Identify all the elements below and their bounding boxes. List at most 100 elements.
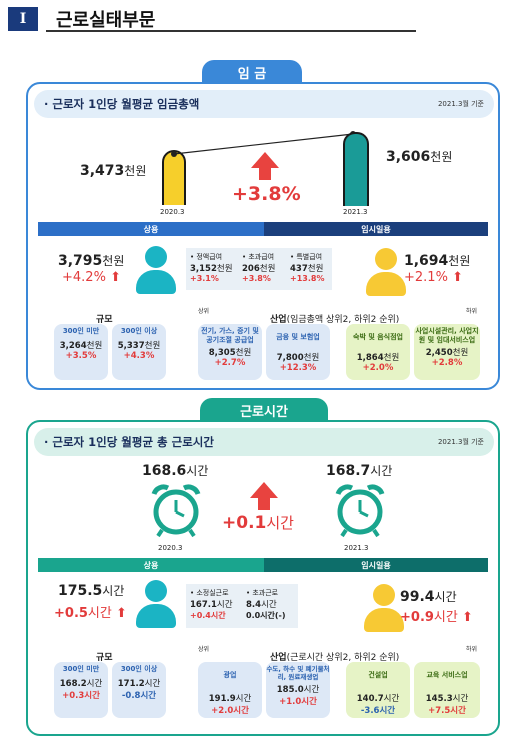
hours-up-arrow-icon — [250, 482, 278, 510]
wage-regular-bar-label: 상용 — [143, 224, 159, 234]
wage-industry-unit: 천원 — [383, 353, 400, 363]
hours-size-unit: 시간 — [144, 679, 161, 689]
wage-size-card: 300인 이상 5,337천원 +4.3% — [112, 324, 166, 380]
section-underline — [46, 30, 416, 32]
hours-breakdown-name: • 초과근로 — [246, 589, 279, 597]
wage-industry-title-text: 산업 — [270, 315, 287, 325]
hours-change-number: +0.1 — [222, 513, 267, 533]
wage-breakdown-change: +3.8% — [242, 274, 271, 283]
hours-panel-header: · 근로자 1인당 월평균 총 근로시간 2021.3월 기준 — [34, 428, 494, 456]
wage-regular-bar: 상용 — [38, 222, 264, 236]
hours-headline-text: 근로자 1인당 월평균 총 근로시간 — [52, 435, 214, 449]
wage-temp-bar: 임시일용 — [264, 222, 488, 236]
wage-industry-unit: 천원 — [303, 353, 320, 363]
wage-breakdown-unit: 천원 — [259, 264, 276, 274]
wage-breakdown-value: 3,152 — [190, 264, 217, 274]
wage-industry-change: +2.0% — [362, 363, 394, 373]
hours-curr-label: 2021.3 — [344, 544, 369, 552]
hours-curr-value: 168.7시간 — [326, 462, 392, 479]
hours-breakdown-item: • 초과근로 8.4시간 0.0시간(-) — [246, 588, 300, 621]
hours-size-value: 168.2 — [59, 679, 87, 689]
hours-size-title: 규모 — [96, 653, 113, 663]
hours-tab-label: 근로시간 — [240, 404, 288, 420]
wage-size-unit: 천원 — [86, 341, 103, 351]
wage-breakdown-unit: 천원 — [307, 264, 324, 274]
wage-curr-value: 3,606천원 — [386, 148, 452, 165]
hours-size-change: +0.3시간 — [62, 691, 100, 701]
wage-2021-cylinder — [343, 132, 369, 206]
wage-curr-number: 3,606 — [386, 149, 431, 165]
person-icon — [136, 246, 176, 294]
hours-industry-unit: 시간 — [303, 685, 320, 695]
wage-industry-title: 산업(임금총액 상위2, 하위2 순위) — [270, 312, 399, 325]
wage-curr-unit: 천원 — [430, 150, 453, 164]
wage-temp-value: 1,694천원 — [404, 252, 470, 269]
wage-temp-change: +2.1% ⬆ — [404, 270, 463, 285]
wage-industry-card: 전기, 가스, 증기 및 공기조절 공급업 8,305천원 +2.7% — [198, 324, 262, 380]
wage-regular-value: 3,795천원 — [58, 252, 124, 269]
hours-regular-number: 175.5 — [58, 583, 103, 599]
wage-industry-change: +12.3% — [279, 363, 317, 373]
hours-industry-value: 145.3 — [425, 694, 453, 704]
hours-tab: 근로시간 — [200, 398, 328, 422]
wage-industry-change: +2.8% — [431, 358, 463, 368]
hours-regular-change: +0.5시간 ⬆ — [54, 602, 127, 621]
person-icon — [136, 580, 176, 628]
hours-industry-value: 140.7 — [356, 694, 384, 704]
hours-industry-sub: (근로시간 상위2, 하위2 순위) — [286, 653, 400, 663]
hours-industry-name: 교육 서비스업 — [426, 671, 468, 679]
hours-regular-value: 175.5시간 — [58, 582, 124, 599]
wage-breakdown-name: • 정액급여 — [190, 253, 223, 261]
wage-prev-label: 2020.3 — [160, 208, 185, 216]
section-number-badge: I — [8, 7, 38, 31]
hours-prev-number: 168.6 — [142, 463, 187, 479]
wage-regular-change-text: +4.2% — [62, 270, 106, 285]
wage-industry-name: 사업시설관리, 사업지원 및 임대서비스업 — [415, 327, 479, 344]
up-arrow-icon: ⬆ — [461, 610, 473, 625]
wage-change: +3.8% — [232, 183, 301, 205]
hours-breakdown-value: 8.4 — [246, 600, 262, 610]
wage-size-change: +3.5% — [65, 351, 97, 361]
wage-size-change: +4.3% — [123, 351, 155, 361]
wage-breakdown-item: • 특별급여 437천원 +13.8% — [290, 252, 338, 283]
hours-breakdown-unit: 시간 — [261, 600, 277, 610]
hours-industry-name: 건설업 — [368, 671, 388, 679]
person-icon — [366, 248, 406, 296]
hours-industry-name: 수도, 하수 및 폐기물처리, 원료재생업 — [266, 665, 330, 681]
hours-breakdown-box — [186, 584, 298, 628]
wage-size-card: 300인 미만 3,264천원 +3.5% — [54, 324, 108, 380]
wage-temp-unit: 천원 — [448, 254, 471, 268]
hours-industry-change: +2.0시간 — [211, 706, 249, 716]
wage-size-name: 300인 미만 — [62, 327, 100, 335]
hours-industry-change: -3.6시간 — [360, 706, 396, 716]
hours-breakdown-item: • 소정실근로 167.1시간 +0.4시간 — [190, 588, 244, 621]
wage-top-label: 상위 — [198, 308, 210, 315]
wage-temp-number: 1,694 — [404, 253, 449, 269]
hours-temp-unit: 시간 — [434, 590, 457, 604]
wage-tab-label: 임 금 — [237, 66, 267, 82]
hours-industry-change: +1.0시간 — [279, 697, 317, 707]
wage-industry-card: 사업시설관리, 사업지원 및 임대서비스업 2,450천원 +2.8% — [414, 324, 480, 380]
hours-size-value: 171.2 — [117, 679, 145, 689]
wage-size-value: 5,337 — [117, 341, 145, 351]
wage-prev-unit: 천원 — [124, 164, 147, 178]
hours-regular-change-unit: 시간 — [87, 606, 112, 621]
wage-industry-value: 8,305 — [208, 348, 236, 358]
hours-temp-change: +0.9시간 ⬆ — [400, 606, 473, 625]
wage-industry-name: 전기, 가스, 증기 및 공기조절 공급업 — [201, 327, 259, 344]
hours-date-note: 2021.3월 기준 — [437, 438, 484, 446]
hours-prev-value: 168.6시간 — [142, 462, 208, 479]
hours-industry-value: 185.0 — [276, 685, 304, 695]
hours-headline: · 근로자 1인당 월평균 총 근로시간 — [44, 435, 214, 449]
wage-prev-value: 3,473천원 — [80, 162, 146, 179]
wage-size-unit: 천원 — [144, 341, 161, 351]
hours-size-card: 300인 미만 168.2시간 +0.3시간 — [54, 662, 108, 718]
hours-industry-title: 산업(근로시간 상위2, 하위2 순위) — [270, 650, 399, 663]
hours-curr-number: 168.7 — [326, 463, 371, 479]
hours-temp-bar-label: 임시일용 — [361, 560, 391, 570]
wage-regular-change: +4.2% ⬆ — [62, 270, 121, 285]
wage-temp-bar-label: 임시일용 — [361, 224, 391, 234]
hours-industry-card: 광업 191.9시간 +2.0시간 — [198, 662, 262, 718]
hours-bottom-label: 하위 — [466, 646, 478, 653]
wage-breakdown-box — [186, 248, 332, 290]
